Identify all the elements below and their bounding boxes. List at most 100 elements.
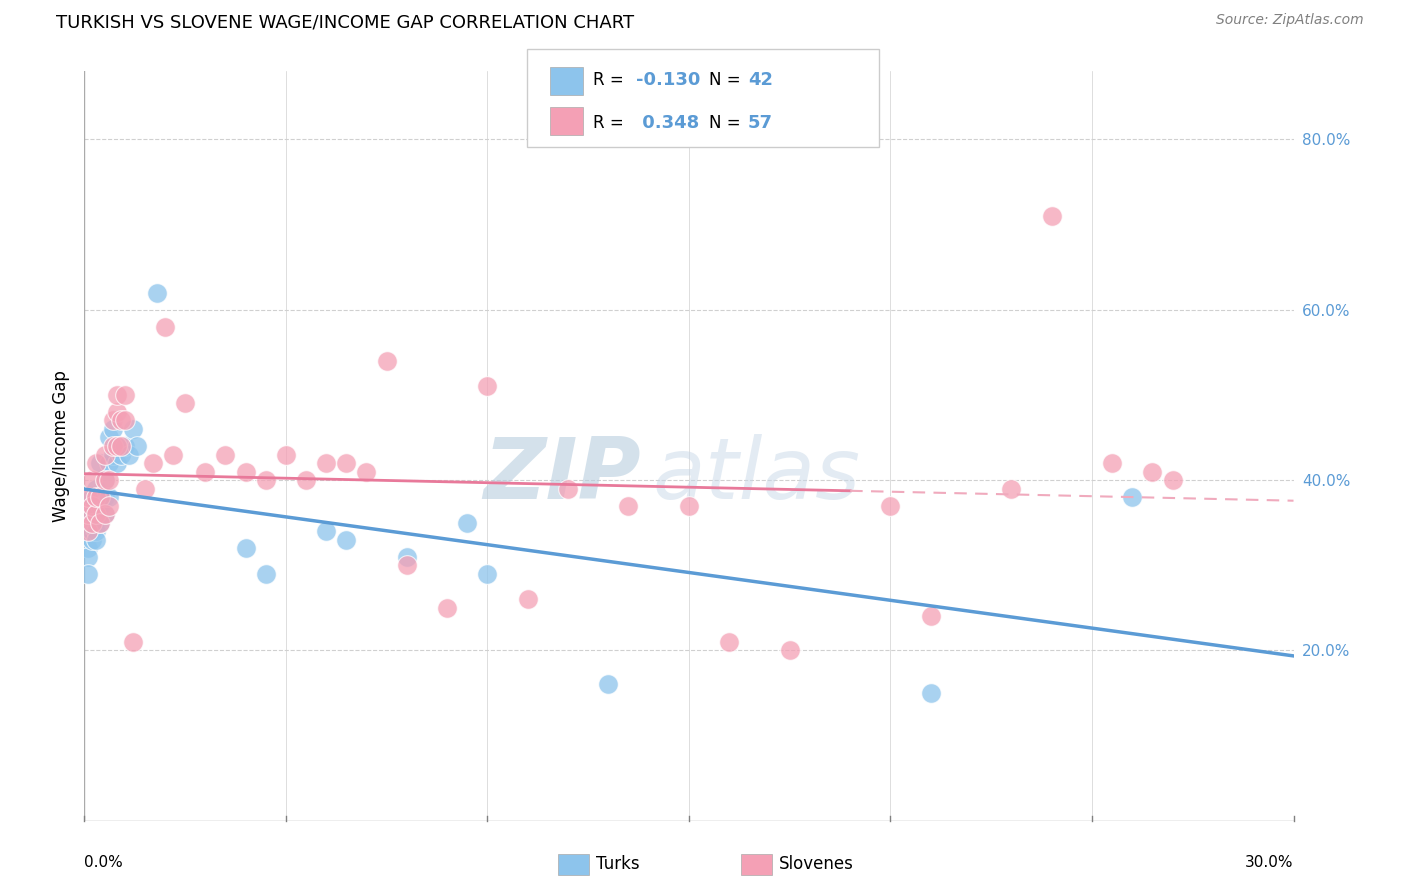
Point bbox=[82, 533, 104, 547]
Point bbox=[89, 490, 111, 504]
Point bbox=[1101, 456, 1123, 470]
Point bbox=[779, 643, 801, 657]
Text: N =: N = bbox=[709, 71, 745, 89]
Point bbox=[101, 448, 124, 462]
Point bbox=[105, 439, 128, 453]
Point bbox=[82, 473, 104, 487]
Point bbox=[315, 524, 337, 538]
Point bbox=[97, 499, 120, 513]
Point bbox=[93, 507, 115, 521]
Point bbox=[77, 549, 100, 564]
Point bbox=[1000, 482, 1022, 496]
Text: atlas: atlas bbox=[652, 434, 860, 517]
Text: Slovenes: Slovenes bbox=[779, 855, 853, 873]
Point bbox=[82, 524, 104, 538]
Point bbox=[97, 490, 120, 504]
Point bbox=[557, 482, 579, 496]
Point bbox=[86, 482, 108, 496]
Point bbox=[114, 388, 136, 402]
Point bbox=[194, 465, 217, 479]
Text: R =: R = bbox=[593, 71, 630, 89]
Point bbox=[86, 507, 108, 521]
Point bbox=[77, 566, 100, 581]
Point bbox=[97, 430, 120, 444]
Point bbox=[105, 405, 128, 419]
Point bbox=[134, 482, 156, 496]
Point bbox=[617, 499, 640, 513]
Point bbox=[77, 541, 100, 556]
Point bbox=[86, 507, 108, 521]
Point bbox=[315, 456, 337, 470]
Point bbox=[121, 422, 143, 436]
Point bbox=[101, 422, 124, 436]
Text: 0.0%: 0.0% bbox=[84, 855, 124, 870]
Text: N =: N = bbox=[709, 114, 745, 132]
Point bbox=[174, 396, 197, 410]
Point bbox=[1040, 209, 1063, 223]
Point bbox=[82, 516, 104, 530]
Point bbox=[678, 499, 700, 513]
Point bbox=[89, 499, 111, 513]
Point bbox=[395, 549, 418, 564]
Point bbox=[110, 439, 132, 453]
Point bbox=[77, 490, 100, 504]
Point bbox=[77, 524, 100, 538]
Text: Turks: Turks bbox=[596, 855, 640, 873]
Point bbox=[105, 456, 128, 470]
Point bbox=[105, 388, 128, 402]
Point bbox=[86, 524, 108, 538]
Point bbox=[1142, 465, 1164, 479]
Point bbox=[235, 465, 257, 479]
Point bbox=[142, 456, 165, 470]
Point bbox=[254, 566, 277, 581]
Point bbox=[93, 473, 115, 487]
Point bbox=[86, 456, 108, 470]
Point bbox=[93, 473, 115, 487]
Point bbox=[274, 448, 297, 462]
Point bbox=[1121, 490, 1143, 504]
Text: -0.130: -0.130 bbox=[636, 71, 700, 89]
Point bbox=[718, 635, 741, 649]
Point bbox=[114, 413, 136, 427]
Point bbox=[477, 566, 499, 581]
Point bbox=[110, 448, 132, 462]
Point bbox=[436, 600, 458, 615]
Point bbox=[114, 439, 136, 453]
Point bbox=[77, 507, 100, 521]
Point bbox=[295, 473, 318, 487]
Point bbox=[456, 516, 478, 530]
Text: Source: ZipAtlas.com: Source: ZipAtlas.com bbox=[1216, 13, 1364, 28]
Point bbox=[477, 379, 499, 393]
Point bbox=[89, 456, 111, 470]
Point bbox=[89, 516, 111, 530]
Point bbox=[1161, 473, 1184, 487]
Point bbox=[97, 473, 120, 487]
Point bbox=[121, 635, 143, 649]
Point bbox=[89, 516, 111, 530]
Text: 30.0%: 30.0% bbox=[1246, 855, 1294, 870]
Point bbox=[254, 473, 277, 487]
Point bbox=[879, 499, 901, 513]
Point bbox=[920, 686, 942, 700]
Point bbox=[93, 490, 115, 504]
Point bbox=[516, 592, 538, 607]
Text: R =: R = bbox=[593, 114, 630, 132]
Point bbox=[920, 609, 942, 624]
Text: TURKISH VS SLOVENE WAGE/INCOME GAP CORRELATION CHART: TURKISH VS SLOVENE WAGE/INCOME GAP CORRE… bbox=[56, 13, 634, 31]
Point bbox=[101, 439, 124, 453]
Point bbox=[598, 677, 620, 691]
Y-axis label: Wage/Income Gap: Wage/Income Gap bbox=[52, 370, 70, 522]
Text: ZIP: ZIP bbox=[482, 434, 641, 517]
Point bbox=[235, 541, 257, 556]
Point bbox=[395, 558, 418, 573]
Text: 42: 42 bbox=[748, 71, 773, 89]
Point bbox=[101, 413, 124, 427]
Point bbox=[82, 490, 104, 504]
Point bbox=[86, 490, 108, 504]
Point bbox=[125, 439, 148, 453]
Point bbox=[86, 533, 108, 547]
Point bbox=[89, 490, 111, 504]
Point bbox=[82, 507, 104, 521]
Point bbox=[146, 285, 169, 300]
Text: 0.348: 0.348 bbox=[636, 114, 699, 132]
